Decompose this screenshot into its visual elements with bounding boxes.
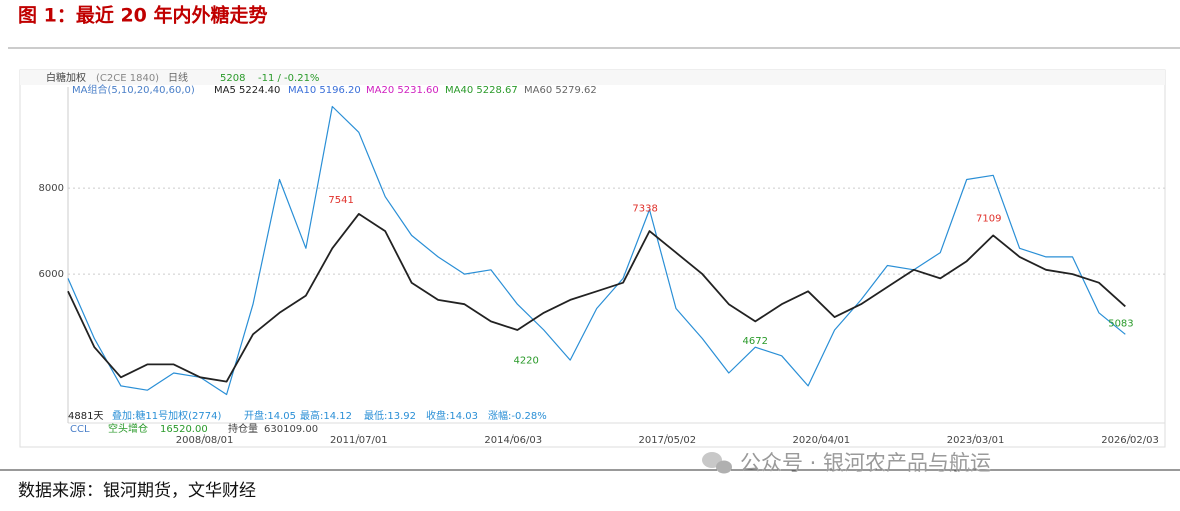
extreme-label: 4220 [513,356,538,367]
watermark: 公众号 · 银河农产品与航运 [740,451,991,475]
y-tick-label: 6000 [39,269,64,280]
oi-label: 持仓量 [228,422,258,435]
change: -11 / -0.21% [258,73,319,84]
contract: (C2CE 1840) [96,73,159,84]
y-tick-label: 8000 [39,183,64,194]
ccl: CCL [70,424,90,435]
ma5: MA5 5224.40 [214,85,280,96]
extreme-label: 5083 [1108,319,1133,330]
x-tick-label: 2014/06/03 [484,435,542,446]
series-name: 白糖加权 [46,71,86,84]
source: 数据来源：银河期货，文华财经 [18,481,256,501]
last-price: 5208 [220,73,245,84]
overlay-name: 叠加:糖11号加权(2774) [112,409,221,422]
extreme-label: 4672 [743,336,768,347]
x-tick-label: 2023/03/01 [947,435,1005,446]
days: 4881天 [68,411,103,422]
low: 最低:13.92 [364,409,416,422]
ma60: MA60 5279.62 [524,85,597,96]
pct: 涨幅:-0.28% [488,409,547,422]
close: 收盘:14.03 [426,409,478,422]
series-line [67,212,1126,383]
chart-panel [19,69,1166,448]
x-tick-label: 2017/05/02 [638,435,696,446]
oi-value: 630109.00 [264,424,318,435]
header-bar [20,70,1165,85]
ma10: MA10 5196.20 [288,85,361,96]
extreme-label: 7541 [328,195,353,206]
ccl-kind: 空头增仓 [108,422,148,435]
ma20: MA20 5231.60 [366,85,439,96]
high: 最高:14.12 [300,409,352,422]
ma-group: MA组合(5,10,20,40,60,0) [72,83,195,96]
series-line [67,105,1126,396]
ma40: MA40 5228.67 [445,85,518,96]
wechat-icon [702,452,732,474]
extreme-label: 7338 [632,204,657,215]
x-tick-label: 2026/02/03 [1101,435,1159,446]
ccl-value: 16520.00 [160,424,208,435]
figure-title: 图 1：最近 20 年内外糖走势 [18,4,268,27]
x-tick-label: 2011/07/01 [330,435,388,446]
extreme-label: 7109 [976,213,1001,224]
period: 日线 [168,71,188,84]
open: 开盘:14.05 [244,409,296,422]
x-tick-label: 2020/04/01 [793,435,851,446]
x-tick-label: 2008/08/01 [176,435,234,446]
